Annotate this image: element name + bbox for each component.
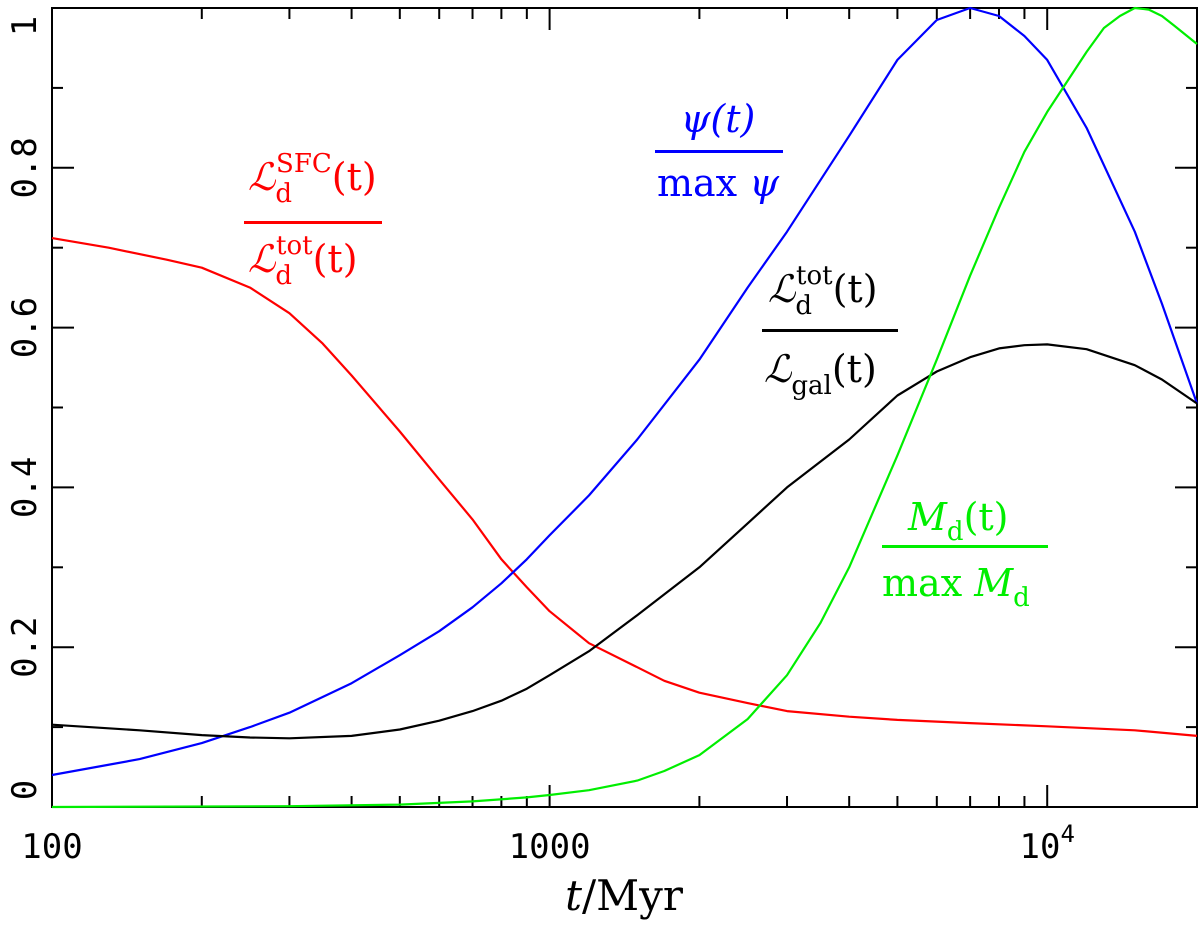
svg-text:max ψ: max ψ	[657, 161, 780, 205]
x-axis-var: t	[565, 871, 582, 920]
x-tick-label: 104	[1020, 820, 1075, 867]
plot-frame	[51, 7, 1198, 808]
label-blue-den: ψ	[749, 161, 780, 205]
label-green-den-sub: d	[1013, 583, 1030, 613]
x-tick-label: 100	[21, 827, 82, 867]
svg-text:Md(t): Md(t)	[907, 495, 1009, 547]
label-black-num-sup: tot	[796, 261, 833, 291]
label-black-den-sub: gal	[791, 371, 831, 401]
label-blue-den-prefix: max	[657, 161, 749, 205]
series-psi_over_max_psi	[51, 6, 1199, 777]
y-tick-label: 0.8	[5, 137, 45, 198]
label-red-num-sup: SFC	[276, 149, 332, 179]
y-tick-label: 1	[5, 16, 45, 36]
y-tick-label: 0.6	[5, 297, 45, 358]
label-red-den-sup: tot	[276, 231, 313, 261]
label-black-fraction-bar	[762, 329, 898, 332]
label-red-fraction-bar	[244, 221, 382, 224]
y-tick-label: 0.4	[5, 457, 45, 518]
svg-text:ℒgal(t): ℒgal(t)	[764, 347, 877, 401]
x-tick-label: 1000	[509, 827, 591, 867]
svg-text:max Md: max Md	[882, 561, 1030, 613]
label-blue-num: ψ(t)	[681, 97, 756, 141]
label-red-den-arg: (t)	[313, 237, 358, 281]
label-md-ratio: Md(t) max Md	[882, 495, 1048, 613]
series-Md_over_max_Md	[51, 6, 1198, 809]
svg-text:ℒdtot(t): ℒdtot(t)	[768, 261, 878, 321]
label-red-num-arg: (t)	[332, 155, 377, 199]
y-tick-label: 0.2	[5, 616, 45, 677]
label-green-den-main: M	[973, 561, 1014, 605]
label-green-num-arg: (t)	[964, 495, 1009, 539]
svg-text:ℒdSFC(t): ℒdSFC(t)	[248, 149, 377, 209]
label-black-num-sub: d	[795, 291, 812, 321]
label-black-den-main: ℒ	[764, 347, 793, 391]
label-black-num-arg: (t)	[833, 267, 878, 311]
label-red-num-sub: d	[275, 179, 292, 209]
series-Ld_SFC_over_Ld_tot	[51, 237, 1198, 737]
label-black-num-main: ℒ	[768, 267, 797, 311]
label-ld-tot-ratio: ℒdtot(t) ℒgal(t)	[762, 261, 898, 401]
label-black-den-arg: (t)	[832, 347, 877, 391]
label-blue-fraction-bar	[655, 150, 783, 153]
series-Ld_tot_over_Lgal	[51, 343, 1198, 740]
label-green-num-main: M	[907, 495, 948, 539]
y-tick-label: 0	[5, 780, 45, 800]
label-psi-ratio: ψ(t) max ψ	[655, 97, 783, 205]
x-axis-label: t/Myr	[565, 871, 684, 920]
x-axis-unit: /Myr	[582, 871, 684, 920]
label-red-den-sub: d	[275, 261, 292, 291]
label-red-den-main: ℒ	[248, 237, 277, 281]
label-ld-sfc-ratio: ℒdSFC(t) ℒdtot(t)	[244, 149, 382, 291]
svg-text:ℒdtot(t): ℒdtot(t)	[248, 231, 358, 291]
label-green-num-sub: d	[947, 517, 964, 547]
label-red-num-main: ℒ	[248, 155, 277, 199]
label-green-den-prefix: max	[882, 561, 974, 605]
label-green-fraction-bar	[882, 545, 1048, 548]
